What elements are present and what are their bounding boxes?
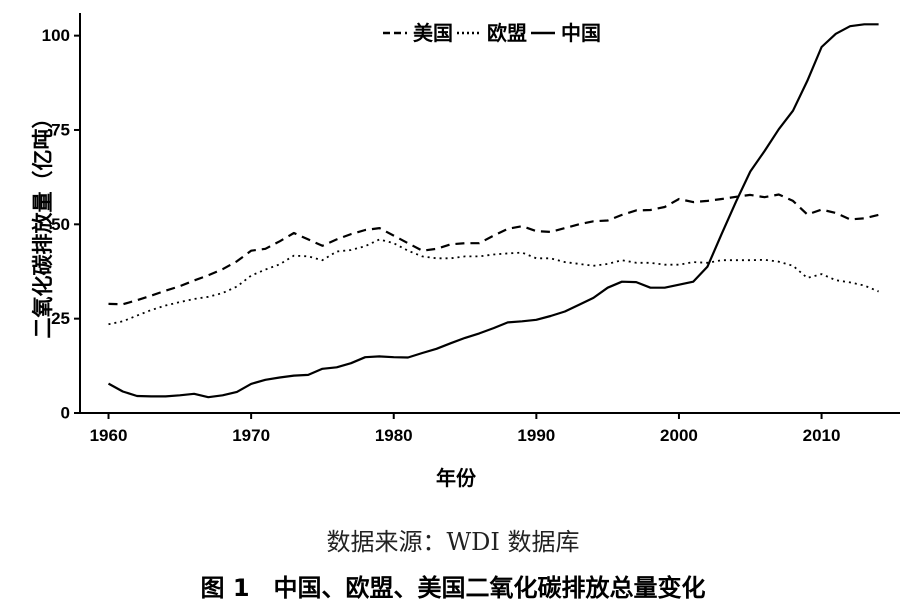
x-tick-label: 2010 xyxy=(803,426,841,445)
legend: 美国 欧盟 中国 xyxy=(383,21,601,45)
ticks-layer: 0 25 50 75 100 1960 1970 1980 1990 2000 2010 xyxy=(42,26,841,445)
y-axis-title: 二氧化碳排放量（亿吨） xyxy=(31,108,55,339)
source-note: 数据来源：WDI 数据库 xyxy=(326,528,580,556)
series-line-欧盟 xyxy=(108,238,879,326)
y-tick-label: 75 xyxy=(51,120,70,139)
x-tick-label: 1990 xyxy=(517,426,555,445)
legend-label-欧盟: 欧盟 xyxy=(487,21,527,45)
series-layer xyxy=(107,23,879,399)
legend-label-美国: 美国 xyxy=(413,21,453,45)
figure-caption: 图 1 中国、欧盟、美国二氧化碳排放总量变化 xyxy=(200,574,706,602)
x-tick-label: 2000 xyxy=(660,426,698,445)
series-line-美国 xyxy=(108,193,879,306)
axes-layer xyxy=(79,13,900,414)
series-line-中国 xyxy=(107,23,879,399)
y-tick-label: 0 xyxy=(61,404,70,423)
legend-label-中国: 中国 xyxy=(561,21,601,45)
x-tick-label: 1970 xyxy=(232,426,270,445)
y-tick-label: 100 xyxy=(42,26,70,45)
line-chart: 0 25 50 75 100 1960 1970 1980 1990 2000 2010 二氧化碳排… xyxy=(31,13,900,490)
x-axis-title: 年份 xyxy=(436,466,477,490)
y-tick-label: 50 xyxy=(51,215,70,234)
x-tick-label: 1960 xyxy=(90,426,128,445)
x-tick-label: 1980 xyxy=(375,426,413,445)
y-tick-label: 25 xyxy=(51,309,70,328)
